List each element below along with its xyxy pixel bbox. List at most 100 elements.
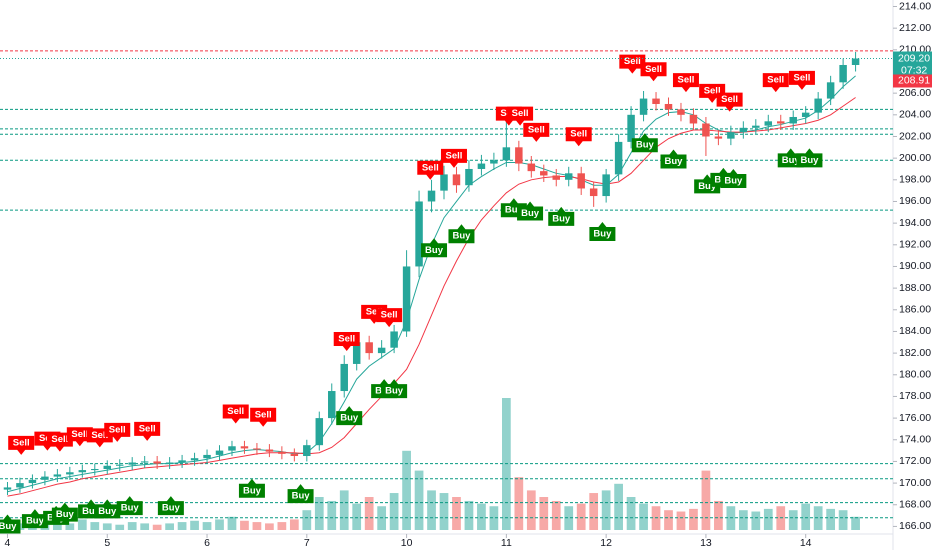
y-tick-label: 204.00 — [899, 109, 931, 121]
volume-bar — [127, 522, 137, 530]
candle-body — [91, 469, 99, 471]
volume-bar — [240, 520, 249, 530]
volume-bar — [252, 522, 262, 530]
signal-flag — [417, 160, 444, 180]
volume-bar — [763, 508, 773, 530]
y-tick-label: 166.00 — [899, 520, 931, 532]
volume-bar — [439, 493, 449, 530]
signal-label: Sell — [13, 437, 30, 448]
candle-body — [240, 446, 249, 449]
candle-body — [140, 461, 149, 463]
x-tick-label: 12 — [600, 537, 612, 549]
candle-body — [490, 160, 498, 164]
signal-label: Sell — [422, 162, 439, 173]
signal: Sell — [716, 92, 743, 112]
signal-flag — [134, 421, 161, 441]
y-tick-label: 184.00 — [899, 325, 931, 337]
volume-bar — [414, 470, 424, 530]
signal: Buy — [796, 148, 823, 168]
candle-body — [739, 127, 748, 133]
candle-body — [340, 363, 348, 392]
signal-flag — [640, 62, 667, 82]
signal: Buy — [287, 484, 314, 504]
volume-bar — [701, 470, 711, 530]
volume-bar — [539, 497, 549, 530]
signal: Buy — [631, 133, 658, 153]
candle-body — [502, 147, 511, 161]
signal-label: Buy — [0, 521, 17, 532]
last-price-tag — [893, 51, 932, 78]
signal-flag — [66, 427, 93, 447]
signal: Buy — [51, 502, 78, 522]
candle-body — [41, 476, 49, 480]
ma-price-tag — [893, 74, 932, 88]
candle-body — [727, 132, 735, 139]
signal-label: Buy — [121, 503, 140, 514]
candle-body — [515, 147, 523, 164]
signal: Buy — [720, 168, 747, 188]
candle-body — [377, 347, 386, 354]
candle-body — [215, 450, 224, 455]
signal-flag — [507, 106, 534, 126]
signal-label: Buy — [521, 208, 540, 219]
signal-flag — [762, 73, 789, 93]
candle-body — [552, 175, 560, 180]
y-tick-label: 192.00 — [899, 239, 931, 251]
volume-bar — [576, 503, 586, 530]
signal-flag — [0, 514, 21, 534]
signal-flag — [421, 238, 448, 258]
signal: Sell — [222, 404, 249, 424]
candle-body — [265, 449, 274, 452]
signal-flag — [694, 174, 721, 194]
candle-body — [564, 173, 573, 180]
signal-flag — [699, 83, 726, 103]
volume-bar — [265, 523, 274, 530]
signal: Sell — [104, 422, 131, 442]
signal-flag — [8, 435, 35, 455]
signal-label: Buy — [292, 491, 311, 502]
candle-body — [627, 114, 635, 142]
signal-label: Sell — [767, 75, 784, 86]
volume-bar — [352, 503, 362, 530]
volume-bar — [639, 503, 648, 530]
signal-flag — [104, 422, 131, 442]
signal-flag — [619, 54, 646, 74]
signal-label: Buy — [452, 231, 471, 242]
candle-body — [3, 487, 12, 490]
signal-flag — [381, 379, 408, 399]
volume-bar — [389, 493, 399, 530]
y-tick-label: 182.00 — [899, 347, 931, 359]
signal-label: Sell — [512, 108, 529, 119]
signal-label: Buy — [800, 155, 819, 166]
signal-flag — [448, 224, 475, 244]
x-tick-label: 6 — [204, 537, 210, 549]
y-tick-label: 202.00 — [899, 130, 931, 142]
signal-flag — [116, 496, 143, 516]
signal-flag — [720, 168, 747, 188]
signal-flag — [517, 201, 544, 221]
candle-body — [801, 112, 810, 117]
x-tick-label: 11 — [501, 537, 512, 549]
candle-body — [16, 483, 24, 488]
signal-flag — [21, 509, 48, 529]
signal-flag — [716, 92, 743, 112]
volume-bar — [140, 523, 150, 530]
volume-bar — [102, 523, 112, 530]
candle-body — [66, 472, 74, 475]
signal-flag — [796, 148, 823, 168]
volume-bar — [614, 483, 623, 530]
candle-body — [178, 460, 186, 463]
candle-body — [402, 266, 411, 332]
signal-flag — [672, 73, 699, 93]
signal: Sell — [672, 73, 699, 93]
signal-label: Buy — [636, 140, 655, 151]
volume-bar — [838, 510, 848, 530]
signal: Sell — [762, 73, 789, 93]
volume-bar — [564, 506, 574, 530]
signal: Buy — [589, 222, 616, 242]
candle-body — [465, 168, 473, 186]
candle-body — [365, 342, 373, 354]
y-tick-label: 172.00 — [899, 455, 931, 467]
volume-bar — [514, 477, 524, 530]
